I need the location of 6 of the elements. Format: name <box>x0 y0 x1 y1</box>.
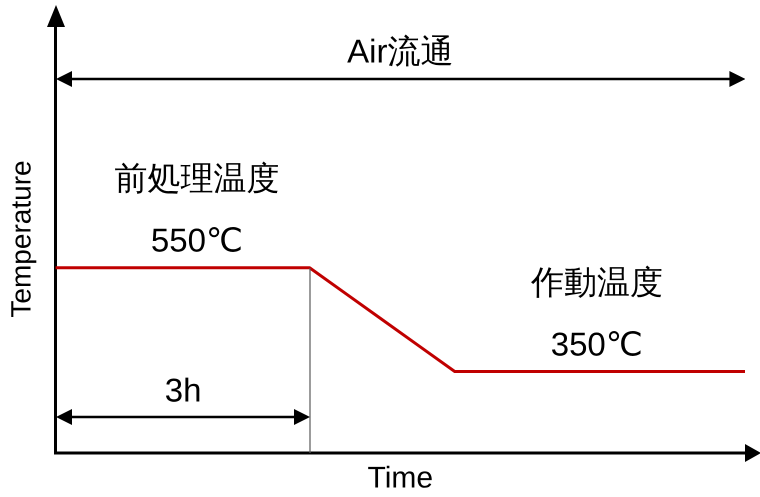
annotation: 前処理温度 550℃ <box>114 160 280 259</box>
x-axis-title: Time <box>368 461 434 494</box>
text: Air流通 <box>347 32 454 70</box>
y-axis-title: Temperature <box>6 160 37 318</box>
annotation: 作動温度 350℃ <box>530 263 663 362</box>
annotation: 3h <box>164 371 202 408</box>
